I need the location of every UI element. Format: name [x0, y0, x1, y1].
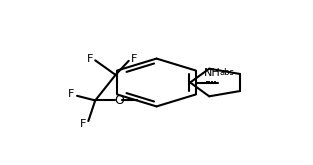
Text: F: F: [80, 118, 86, 129]
Text: NH: NH: [204, 68, 221, 78]
Text: O: O: [114, 94, 124, 107]
Text: F: F: [68, 89, 74, 99]
Text: F: F: [86, 54, 93, 64]
Text: F: F: [131, 54, 137, 64]
Text: abs: abs: [219, 68, 234, 77]
